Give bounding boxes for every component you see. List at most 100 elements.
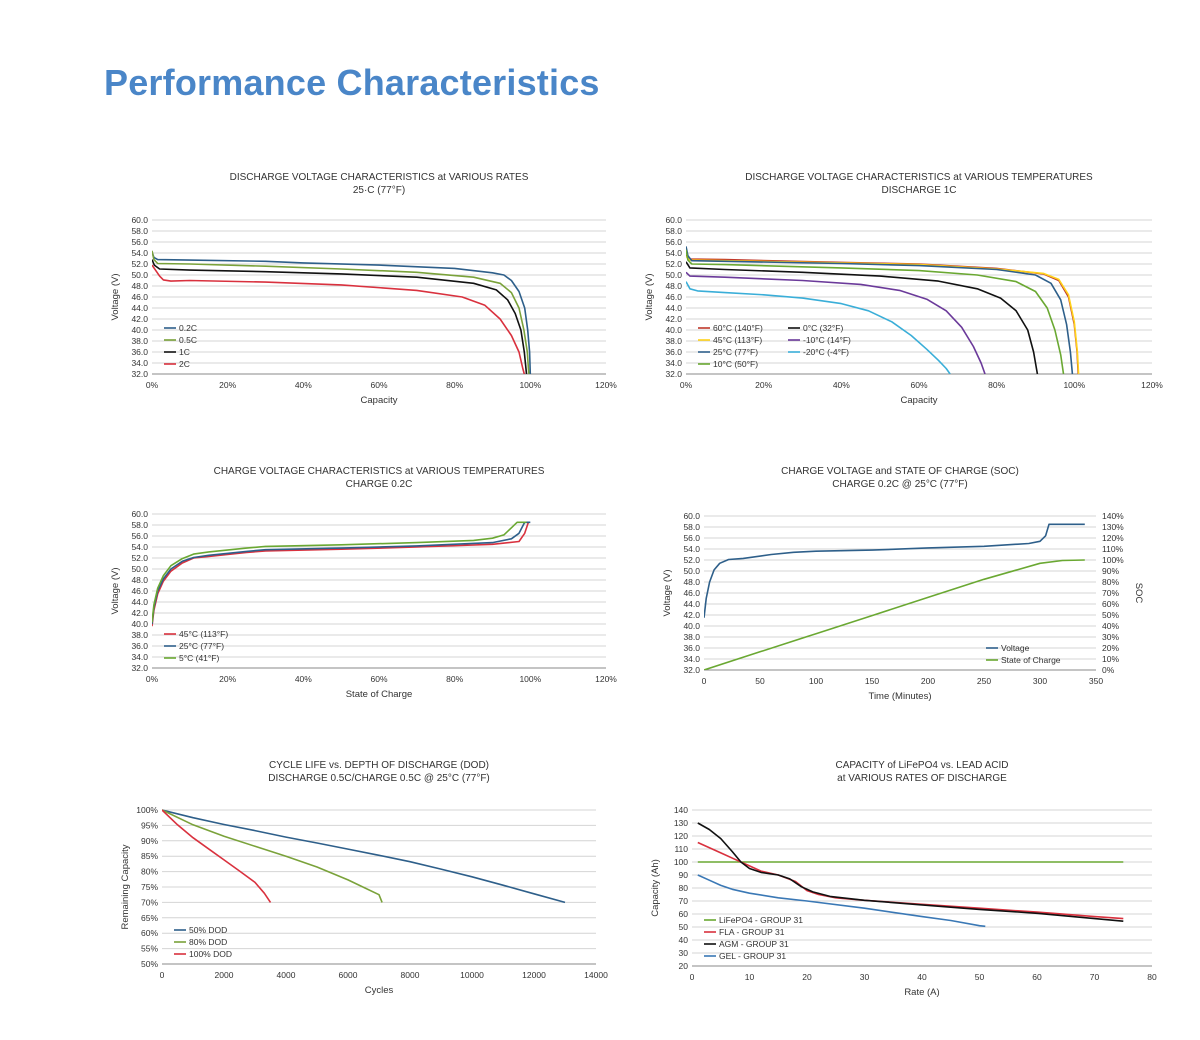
y2-tick-label: 20% bbox=[1102, 643, 1119, 653]
y-tick-label: 38.0 bbox=[131, 630, 148, 640]
y2-tick-label: 50% bbox=[1102, 610, 1119, 620]
y2-tick-label: 130% bbox=[1102, 522, 1124, 532]
x-tick-label: 0% bbox=[146, 674, 159, 684]
x-axis-label: Cycles bbox=[365, 985, 394, 996]
y-tick-label: 50 bbox=[679, 922, 689, 932]
y-tick-label: 58.0 bbox=[131, 226, 148, 236]
series-line-25-c-77-f bbox=[686, 246, 1074, 374]
y-tick-label: 42.0 bbox=[131, 608, 148, 618]
x-tick-label: 100% bbox=[519, 380, 541, 390]
y-tick-label: 55% bbox=[141, 944, 158, 954]
series-line-80-dod bbox=[162, 809, 383, 903]
y-tick-label: 80 bbox=[679, 883, 689, 893]
series-line-20-c-4-f bbox=[686, 281, 951, 374]
y-tick-label: 50.0 bbox=[683, 566, 700, 576]
y-axis-label: Remaining Capacity bbox=[120, 844, 131, 929]
y-tick-label: 44.0 bbox=[131, 303, 148, 313]
y2-tick-label: 90% bbox=[1102, 566, 1119, 576]
series-line-2c bbox=[152, 264, 526, 374]
y-tick-label: 36.0 bbox=[131, 347, 148, 357]
y2-tick-label: 120% bbox=[1102, 533, 1124, 543]
x-tick-label: 200 bbox=[921, 676, 935, 686]
y-tick-label: 32.0 bbox=[131, 369, 148, 379]
y-tick-label: 65% bbox=[141, 913, 158, 923]
legend-label-0-5c: 0.5C bbox=[179, 335, 197, 345]
y-tick-label: 110 bbox=[674, 844, 688, 854]
y-tick-label: 48.0 bbox=[683, 577, 700, 587]
y-tick-label: 60 bbox=[679, 909, 689, 919]
legend-label-lifepo4-group-31: LiFePO4 - GROUP 31 bbox=[719, 915, 803, 925]
legend-label-state-of-charge: State of Charge bbox=[1001, 655, 1061, 665]
series-line-5-c-41-f bbox=[152, 521, 527, 623]
y-tick-label: 44.0 bbox=[683, 599, 700, 609]
x-tick-label: 40% bbox=[295, 380, 312, 390]
y2-tick-label: 80% bbox=[1102, 577, 1119, 587]
legend-label-25-c-77-f: 25°C (77°F) bbox=[713, 347, 758, 357]
y-tick-label: 60% bbox=[141, 928, 158, 938]
y-tick-label: 38.0 bbox=[665, 336, 682, 346]
x-tick-label: 350 bbox=[1089, 676, 1103, 686]
y2-axis-label: SOC bbox=[1133, 583, 1144, 604]
x-tick-label: 20% bbox=[755, 380, 772, 390]
y-tick-label: 20 bbox=[679, 961, 689, 971]
y-tick-label: 32.0 bbox=[665, 369, 682, 379]
y-tick-label: 120 bbox=[674, 831, 688, 841]
y-tick-label: 42.0 bbox=[683, 610, 700, 620]
x-axis-label: Capacity bbox=[361, 395, 398, 406]
y-tick-label: 95% bbox=[141, 820, 158, 830]
chart-cycle-life: CYCLE LIFE vs. DEPTH OF DISCHARGE (DOD) D… bbox=[102, 756, 612, 1006]
y-tick-label: 58.0 bbox=[131, 520, 148, 530]
y-tick-label: 42.0 bbox=[131, 314, 148, 324]
y-tick-label: 70% bbox=[141, 897, 158, 907]
series-line-50-dod bbox=[162, 809, 566, 904]
series-line-10-c-50-f bbox=[686, 249, 1065, 374]
y-axis-label: Voltage (V) bbox=[110, 568, 121, 615]
chart-subtitle: CHARGE 0.2C bbox=[346, 479, 413, 490]
y-tick-label: 34.0 bbox=[683, 654, 700, 664]
x-tick-label: 60% bbox=[910, 380, 927, 390]
y-tick-label: 70 bbox=[679, 896, 689, 906]
x-tick-label: 0% bbox=[146, 380, 159, 390]
x-tick-label: 150 bbox=[865, 676, 879, 686]
x-tick-label: 60% bbox=[370, 674, 387, 684]
series-line-100-dod bbox=[162, 809, 272, 903]
y-tick-label: 90% bbox=[141, 836, 158, 846]
y-tick-label: 90 bbox=[679, 870, 689, 880]
chart-title: CAPACITY of LiFePO4 vs. LEAD ACID bbox=[835, 760, 1008, 771]
y-tick-label: 36.0 bbox=[665, 347, 682, 357]
y-tick-label: 50% bbox=[141, 959, 158, 969]
y2-tick-label: 110% bbox=[1102, 544, 1124, 554]
y-tick-label: 46.0 bbox=[683, 588, 700, 598]
legend: 50% DOD 80% DOD 100% DOD bbox=[174, 925, 232, 959]
y2-tick-label: 70% bbox=[1102, 588, 1119, 598]
legend: 45°C (113°F) 25°C (77°F) 5°C (41°F) bbox=[164, 629, 228, 663]
y-tick-label: 60.0 bbox=[683, 511, 700, 521]
y-tick-label: 34.0 bbox=[131, 358, 148, 368]
y-tick-label: 52.0 bbox=[665, 259, 682, 269]
chart-subtitle: 25·C (77°F) bbox=[353, 185, 405, 196]
y-tick-label: 130 bbox=[674, 818, 688, 828]
y-tick-label: 85% bbox=[141, 851, 158, 861]
y-tick-label: 52.0 bbox=[131, 259, 148, 269]
series-line-0-2c bbox=[152, 251, 532, 374]
x-tick-label: 80% bbox=[988, 380, 1005, 390]
chart-svg: CHARGE VOLTAGE and STATE OF CHARGE (SOC)… bbox=[662, 466, 1144, 702]
chart-title: DISCHARGE VOLTAGE CHARACTERISTICS at VAR… bbox=[745, 172, 1093, 183]
x-tick-label: 250 bbox=[977, 676, 991, 686]
y2-tick-label: 40% bbox=[1102, 621, 1119, 631]
x-tick-label: 300 bbox=[1033, 676, 1047, 686]
y-tick-label: 46.0 bbox=[131, 292, 148, 302]
chart-subtitle: CHARGE 0.2C @ 25°C (77°F) bbox=[832, 479, 967, 490]
chart-svg: CYCLE LIFE vs. DEPTH OF DISCHARGE (DOD) D… bbox=[120, 760, 608, 996]
legend-label-1c: 1C bbox=[179, 347, 190, 357]
chart-subtitle: DISCHARGE 1C bbox=[881, 185, 956, 196]
y-tick-label: 140 bbox=[674, 805, 688, 815]
x-tick-label: 20% bbox=[219, 674, 236, 684]
y-tick-label: 38.0 bbox=[131, 336, 148, 346]
series-line-25-c-77-f bbox=[152, 521, 531, 625]
y2-tick-label: 100% bbox=[1102, 555, 1124, 565]
y-axis-label: Capacity (Ah) bbox=[650, 859, 661, 917]
chart-discharge-temperatures: DISCHARGE VOLTAGE CHARACTERISTICS at VAR… bbox=[636, 168, 1168, 416]
y-tick-label: 40.0 bbox=[131, 619, 148, 629]
legend-label-0-c-32-f: 0°C (32°F) bbox=[803, 323, 844, 333]
